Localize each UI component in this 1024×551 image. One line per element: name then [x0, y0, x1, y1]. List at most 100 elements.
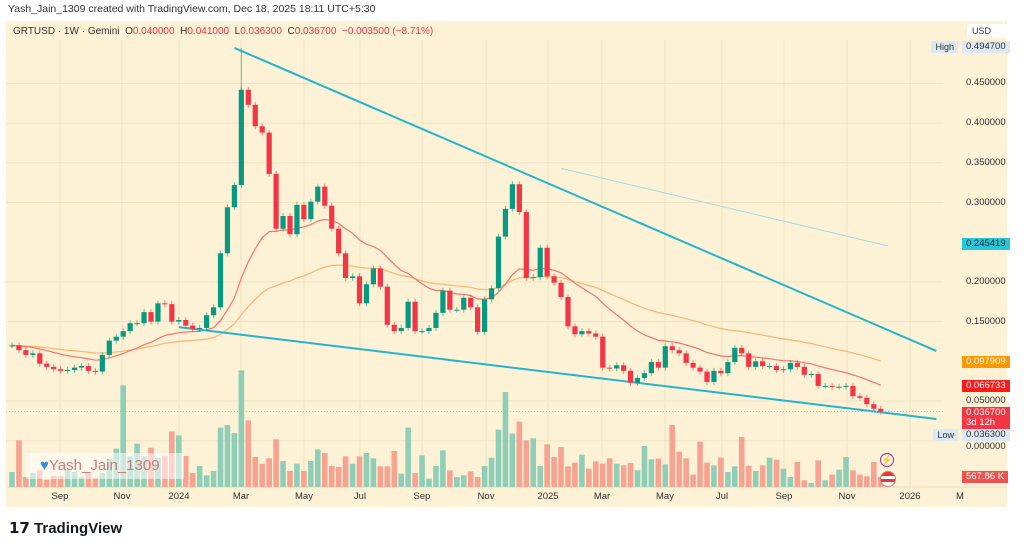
candle [760, 361, 766, 367]
volume-bar [530, 438, 537, 487]
candle [141, 312, 147, 324]
volume-bar [488, 457, 495, 487]
volume-bar [648, 459, 655, 487]
volume-bar [871, 462, 877, 487]
tradingview-logo-icon: 𝟭𝟳 [9, 520, 35, 537]
volume-bar [23, 477, 29, 487]
candle [224, 207, 231, 254]
candle [558, 282, 564, 297]
volume-bar [495, 429, 502, 487]
volume-bar [460, 475, 467, 487]
volume-bar [426, 478, 432, 487]
last-price-tag: 0.036700 3d 12h [962, 407, 1010, 429]
volume-bar [690, 474, 696, 487]
candle [71, 367, 78, 371]
candle [614, 365, 620, 369]
tradingview-logo[interactable]: 𝟭𝟳 TradingView [9, 519, 122, 537]
candle [356, 276, 363, 304]
volume-bar [843, 457, 849, 487]
volume-bar [641, 446, 648, 487]
volume-bar [189, 473, 196, 487]
x-tick-label: May [295, 491, 313, 502]
candle [787, 362, 793, 370]
ema-slow-line [11, 264, 881, 362]
volume-bar [71, 472, 78, 487]
candle [607, 367, 613, 369]
volume-bar [398, 473, 404, 487]
candle [405, 301, 411, 328]
candle [746, 353, 752, 367]
volume-bar [474, 477, 481, 487]
volume-bar [738, 437, 745, 487]
candle [391, 324, 397, 332]
candle [794, 362, 800, 367]
x-tick-label: Sep [51, 491, 69, 502]
volume-bar [266, 458, 272, 487]
candle [718, 370, 724, 374]
volume-bar [280, 461, 286, 487]
candle [447, 290, 453, 310]
author-watermark: ♥Yash_Jain_1309 [26, 453, 184, 479]
candle [190, 325, 196, 329]
x-tick-label: 2026 [899, 491, 921, 502]
open-label: O [125, 26, 133, 37]
symbol-label[interactable]: GRTUSD · 1W · Gemini [13, 26, 120, 37]
candle [627, 370, 634, 383]
candle [850, 385, 856, 397]
x-tick-label: Nov [477, 491, 495, 502]
volume-bar [683, 458, 689, 487]
candle [287, 215, 293, 235]
volume-bar [238, 370, 245, 487]
ohlc-legend: GRTUSD · 1W · Gemini O0.040000 H0.041000… [13, 26, 433, 37]
low-marker-value: 0.036300 [962, 429, 1010, 441]
low-label: L [234, 26, 241, 37]
candle [579, 331, 585, 335]
currency-button[interactable]: USD [967, 24, 1008, 38]
candle [273, 173, 279, 229]
candle [537, 247, 543, 278]
volume-bar [259, 463, 265, 487]
candle [169, 304, 175, 322]
us-flag-icon[interactable] [880, 471, 896, 487]
candle [454, 309, 460, 311]
candle [162, 303, 168, 305]
candle [565, 296, 571, 327]
candle [808, 374, 814, 376]
trendline [234, 46, 937, 352]
candle [336, 228, 342, 254]
y-tick-label: 0.050000 [966, 395, 1006, 406]
candle [655, 362, 661, 368]
last-price-value: 0.036700 [966, 407, 1006, 418]
candle [516, 184, 522, 213]
candle [843, 385, 849, 387]
candle [322, 186, 328, 206]
candle [252, 104, 258, 127]
volume-bar [335, 467, 342, 487]
volume-bar [273, 439, 279, 487]
x-tick-label: Mar [232, 491, 250, 502]
volume-bar [78, 477, 85, 487]
x-tick-label: Mar [593, 491, 611, 502]
high-label: H [180, 26, 188, 37]
volume-bar [92, 477, 99, 487]
lightning-icon[interactable]: ⚡ [880, 453, 894, 467]
candle [530, 277, 536, 279]
volume-bar [440, 450, 446, 487]
volume-bar [829, 474, 835, 487]
volume-bar [196, 466, 203, 487]
volume-bar [725, 472, 731, 487]
volume-bar [502, 392, 509, 487]
volume-bar [544, 444, 550, 487]
volume-bar [210, 471, 217, 487]
ema-slow-price-tag: 0.097909 [962, 356, 1010, 368]
candle [197, 327, 203, 329]
volume-tag: 567.86 K [962, 471, 1009, 483]
candle [669, 346, 675, 351]
candle [773, 366, 780, 371]
volume-bar [182, 456, 189, 487]
volume-bar [50, 476, 57, 487]
bar-countdown: 3d 12h [966, 417, 996, 428]
brand-name: TradingView [34, 520, 123, 537]
y-tick-label: 0.000000 [966, 440, 1006, 452]
